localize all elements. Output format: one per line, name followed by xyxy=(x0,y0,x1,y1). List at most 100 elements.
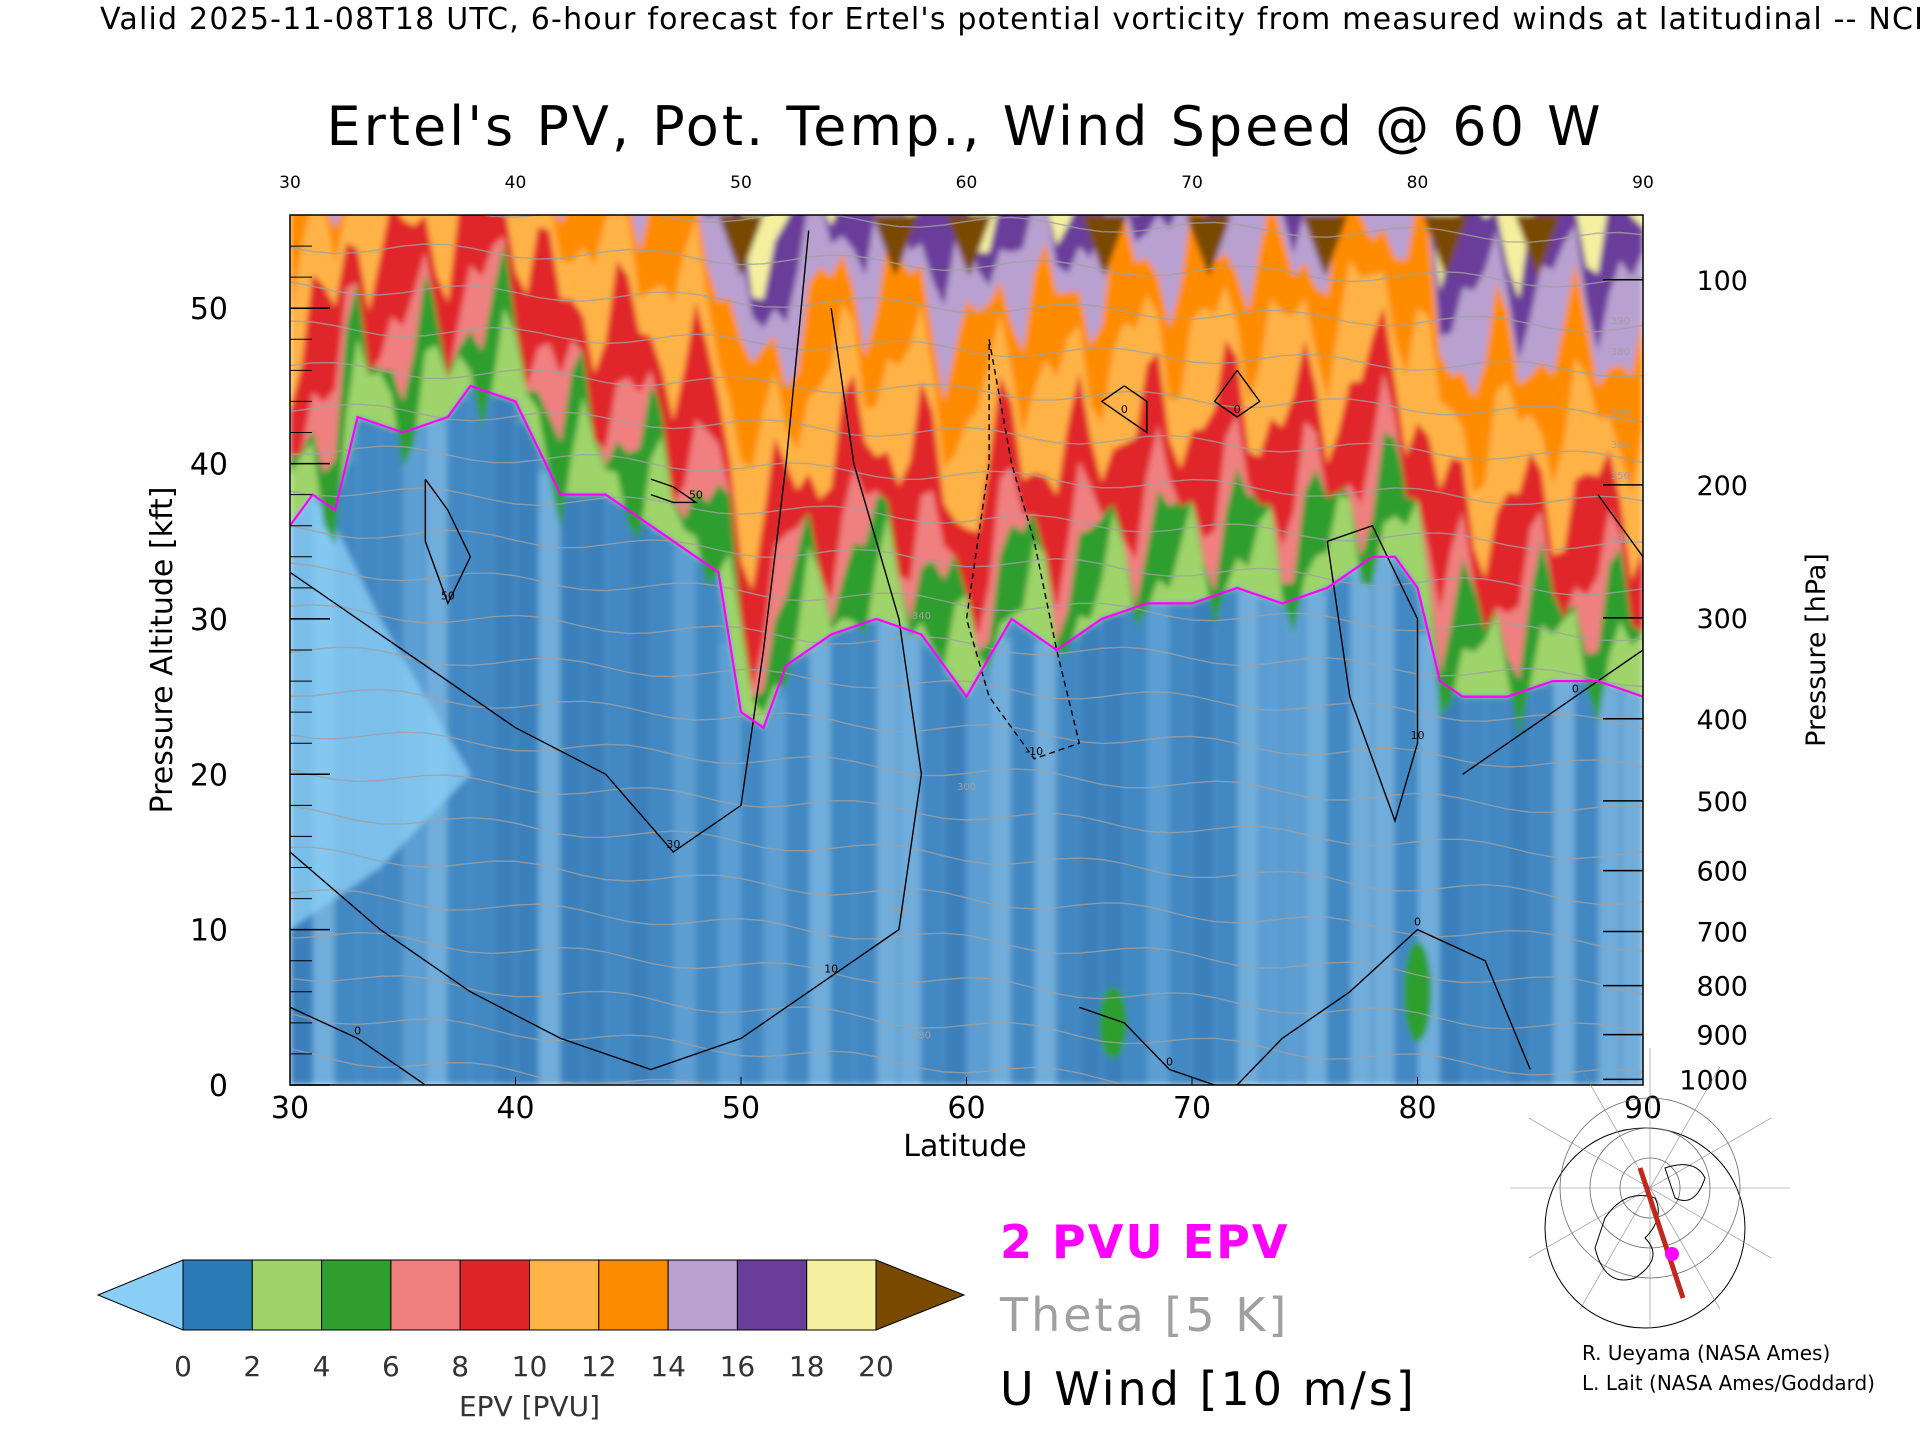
epv-layer xyxy=(290,215,1643,495)
epv-streak xyxy=(1463,696,1485,1085)
y-tick-label: 40 xyxy=(190,448,228,483)
epv-streak xyxy=(516,424,537,1085)
isotach-line xyxy=(1462,494,1643,775)
epv-streak xyxy=(1035,642,1056,1085)
theta-line xyxy=(290,1048,710,1085)
theta-label: 360 xyxy=(1611,440,1630,451)
isotach-label: 0 xyxy=(1121,403,1128,416)
isotach-line xyxy=(290,308,923,1071)
y-tick-label: 30 xyxy=(190,603,228,638)
colorbar-tick-label: 14 xyxy=(650,1350,686,1383)
colorbar-tick-label: 2 xyxy=(243,1350,261,1383)
epv-streak xyxy=(990,638,1011,1085)
colorbar-swatch xyxy=(667,1259,738,1331)
epv-streak xyxy=(832,630,853,1085)
top-x-tick-label: 80 xyxy=(1407,173,1429,193)
isotach-label: 50 xyxy=(441,589,455,602)
pressure-tick-label: 100 xyxy=(1696,266,1748,297)
theta-line xyxy=(290,888,1643,996)
isotach-line xyxy=(650,478,699,504)
pv-2pvu-contour xyxy=(290,384,1643,730)
colorbar-tick-label: 18 xyxy=(789,1350,825,1383)
epv-streak xyxy=(1170,603,1191,1085)
colorbar-swatch xyxy=(529,1259,600,1331)
pressure-tick-label: 200 xyxy=(1696,471,1748,502)
x-tick-label: 90 xyxy=(1624,1091,1662,1126)
isotach-label: 10 xyxy=(824,962,838,975)
epv-streak xyxy=(471,389,492,1085)
isotach-label: 10 xyxy=(1411,729,1425,742)
epv-streak xyxy=(1328,580,1349,1085)
colorbar-swatch xyxy=(806,1259,877,1331)
epv-streak xyxy=(1012,626,1034,1085)
inset-meridian xyxy=(1649,1117,1772,1189)
theta-line xyxy=(290,975,1643,1076)
epv-streak xyxy=(1260,599,1282,1085)
inset-meridian xyxy=(1528,1187,1651,1259)
inset-coastline xyxy=(1594,1195,1659,1281)
epv-streak xyxy=(561,494,583,1085)
epv-streak xyxy=(539,471,560,1085)
isotach-label: 0 xyxy=(354,1024,361,1037)
epv-streak xyxy=(1238,591,1259,1085)
pv-contour-line xyxy=(290,384,1643,730)
epv-streak xyxy=(1148,603,1169,1085)
theta-line xyxy=(290,445,1643,506)
epv-streak xyxy=(674,549,695,1085)
top-x-tick-label: 60 xyxy=(956,173,978,193)
colorbar-tick-label: 0 xyxy=(174,1350,192,1383)
colorbar-swatch xyxy=(459,1259,531,1331)
epv-streak xyxy=(651,533,673,1085)
pressure-tick-label: 600 xyxy=(1696,857,1748,888)
y-tick-label: 20 xyxy=(190,758,228,793)
isotach-line xyxy=(1213,369,1261,418)
epv-streak xyxy=(448,401,470,1085)
pressure-tick-label: 500 xyxy=(1696,787,1748,818)
theta-label: 280 xyxy=(912,1030,931,1041)
y-axis-label-right: Pressure [hPa] xyxy=(1801,553,1832,747)
epv-streak xyxy=(787,657,808,1085)
theta-label: 350 xyxy=(1611,471,1630,482)
colorbar-tick-label: 6 xyxy=(382,1350,400,1383)
isotach-label: 0 xyxy=(1166,1055,1173,1068)
isotach-label: 0 xyxy=(1234,403,1241,416)
isotach-label: -10 xyxy=(1025,745,1043,758)
epv-streak xyxy=(1215,591,1236,1085)
epv-streak xyxy=(1305,591,1327,1085)
u-wind-isotachs: 0 10 30 50 50 0 0 -10 10 0 0 0 xyxy=(290,230,1643,1085)
epv-streak xyxy=(1080,626,1101,1085)
legend-pv-contour: 2 PVU EPV xyxy=(1000,1215,1290,1269)
x-tick-label: 30 xyxy=(271,1091,309,1126)
y-tick-label: 50 xyxy=(190,292,228,327)
x-tick-label: 70 xyxy=(1173,1091,1211,1126)
epv-streak xyxy=(1125,607,1146,1085)
theta-line xyxy=(290,846,1643,952)
epv-streak xyxy=(606,502,628,1085)
colorbar-swatch xyxy=(321,1259,392,1331)
pressure-tick-label: 900 xyxy=(1696,1021,1748,1052)
isotach-line xyxy=(424,478,472,606)
isotach-label: 30 xyxy=(666,838,680,851)
theta-label: 390 xyxy=(1611,316,1630,327)
isotach-line xyxy=(1326,524,1419,824)
theta-line xyxy=(290,487,1643,551)
credit-line-1: R. Ueyama (NASA Ames) xyxy=(1582,1341,1831,1365)
theta-label: 370 xyxy=(1611,409,1630,420)
inset-meridian xyxy=(1649,1187,1772,1259)
colorbar-tick-label: 16 xyxy=(720,1350,756,1383)
top-x-tick-label: 50 xyxy=(730,173,752,193)
theta-line xyxy=(290,688,1643,768)
theta-label: 330 xyxy=(1611,533,1630,544)
y-axis-label-left: Pressure Altitude [kft] xyxy=(145,487,180,814)
epv-streak xyxy=(945,681,966,1085)
chart-title: Ertel's PV, Pot. Temp., Wind Speed @ 60 … xyxy=(326,95,1603,158)
epv-streak xyxy=(1057,642,1079,1085)
inset-meridian xyxy=(1528,1117,1651,1189)
epv-high-tip xyxy=(1186,215,1232,278)
epv-streak xyxy=(922,650,943,1085)
valid-time-header: Valid 2025-11-08T18 UTC, 6-hour forecast… xyxy=(100,2,1920,37)
epv-high-tip xyxy=(718,215,764,278)
isotach-line xyxy=(290,1006,426,1085)
theta-line xyxy=(290,768,1643,860)
